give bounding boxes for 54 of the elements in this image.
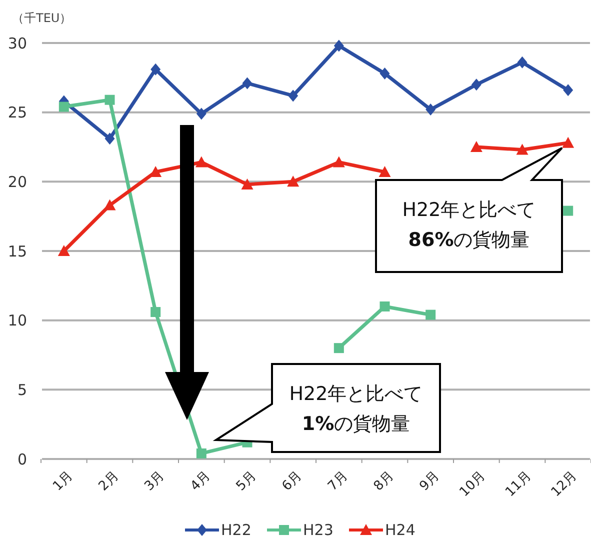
- point: [426, 104, 436, 116]
- point: [563, 84, 574, 96]
- point: [563, 206, 574, 216]
- point: [104, 199, 116, 210]
- point: [426, 310, 436, 320]
- point: [58, 245, 70, 256]
- y-tick-label: 20: [8, 172, 27, 191]
- x-tick-label: 10月: [456, 468, 488, 500]
- point: [562, 136, 574, 148]
- point: [150, 63, 161, 76]
- point: [334, 40, 344, 52]
- point: [241, 178, 254, 190]
- y-tick-label: 25: [8, 104, 27, 122]
- annotation: H22年と比べて 86%の貨物量: [402, 199, 536, 251]
- point: [378, 166, 391, 177]
- y-axis-title: （千TEU）: [12, 11, 72, 25]
- y-tick-label: 10: [8, 312, 27, 330]
- legend-label: H22: [221, 521, 252, 539]
- y-tick-label: 5: [17, 380, 27, 399]
- point: [195, 156, 208, 168]
- x-tick-label: 7月: [325, 468, 351, 494]
- point: [470, 141, 482, 152]
- point: [287, 176, 300, 187]
- y-tick-label: 15: [8, 242, 27, 260]
- x-tick-label: 1月: [50, 468, 76, 494]
- point: [104, 132, 115, 145]
- annotation: H22年と比べて 1%の貨物量: [289, 383, 423, 435]
- point: [471, 78, 482, 91]
- x-tick-label: 6月: [279, 468, 306, 494]
- point: [150, 307, 161, 318]
- x-tick-label: 3月: [142, 468, 168, 494]
- point: [332, 156, 345, 168]
- x-tick-label: 12月: [548, 468, 580, 500]
- x-tick-label: 8月: [371, 468, 397, 494]
- point: [104, 94, 115, 105]
- legend-label: H24: [385, 521, 416, 539]
- point: [334, 343, 344, 354]
- x-tick-label: 11月: [502, 468, 534, 500]
- x-tick-label: 5月: [234, 468, 260, 494]
- legend-label: H23: [303, 521, 334, 539]
- point: [380, 68, 390, 80]
- x-tick-label: 2月: [96, 468, 122, 494]
- point: [58, 102, 69, 112]
- x-tick-label: 4月: [188, 468, 214, 494]
- point: [516, 144, 528, 155]
- point: [196, 108, 206, 120]
- y-tick-label: 0: [17, 450, 27, 468]
- y-tick-label: 30: [8, 34, 27, 52]
- x-tick-label: 9月: [416, 468, 443, 494]
- point: [380, 301, 390, 312]
- point: [196, 448, 206, 458]
- point: [242, 77, 252, 90]
- point: [288, 90, 298, 102]
- point: [517, 56, 528, 68]
